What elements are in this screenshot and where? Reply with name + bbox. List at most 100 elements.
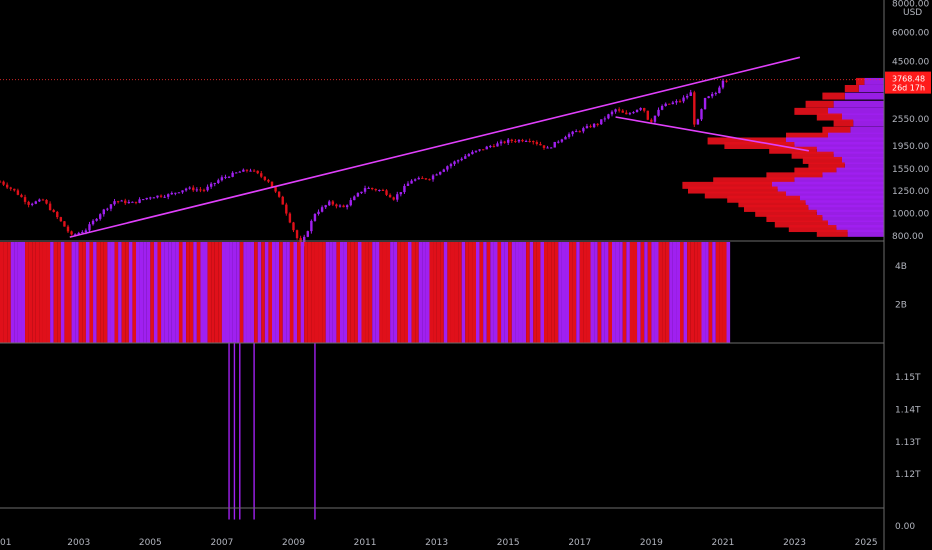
candle-body[interactable] [328,201,331,206]
candle-body[interactable] [249,170,252,172]
candle-body[interactable] [371,187,374,190]
candle-body[interactable] [424,178,428,180]
candle-body[interactable] [288,213,292,223]
trendline[interactable] [615,116,809,152]
candle-body[interactable] [664,103,667,106]
candle-body[interactable] [467,154,471,157]
candle-body[interactable] [256,170,259,174]
candle-body[interactable] [678,101,682,103]
candle-body[interactable] [145,197,148,200]
candle-body[interactable] [403,185,406,193]
candle-body[interactable] [331,201,335,205]
candle-body[interactable] [274,187,277,192]
candle-body[interactable] [48,203,52,211]
candle-body[interactable] [406,183,410,186]
candle-body[interactable] [34,201,37,204]
candle-body[interactable] [56,211,59,218]
candle-body[interactable] [306,231,309,237]
candle-body[interactable] [671,102,675,105]
candle-body[interactable] [392,197,395,200]
candle-body[interactable] [199,189,202,191]
candle-body[interactable] [485,146,488,150]
candle-body[interactable] [195,189,199,191]
candle-body[interactable] [120,200,123,202]
price-pane[interactable] [0,78,884,247]
candle-body[interactable] [41,199,45,201]
candle-body[interactable] [106,208,109,210]
candle-body[interactable] [202,189,206,191]
candle-body[interactable] [481,149,485,151]
candle-body[interactable] [503,141,506,143]
candle-body[interactable] [324,205,327,208]
candle-body[interactable] [700,109,703,120]
candle-body[interactable] [517,139,521,142]
candle-body[interactable] [95,218,98,221]
candle-body[interactable] [99,214,102,219]
candle-body[interactable] [81,232,84,234]
indicator-pane[interactable] [228,343,316,520]
candle-body[interactable] [156,195,159,198]
candle-body[interactable] [528,140,531,142]
candle-body[interactable] [45,199,48,204]
candle-body[interactable] [535,142,539,144]
candle-body[interactable] [410,180,413,184]
candle-body[interactable] [299,238,302,246]
candle-body[interactable] [431,175,435,180]
candle-body[interactable] [342,205,345,208]
candle-body[interactable] [421,177,424,179]
candle-body[interactable] [607,114,610,119]
candle-body[interactable] [567,134,571,137]
candle-body[interactable] [514,140,517,142]
candle-body[interactable] [689,92,692,96]
candle-body[interactable] [295,230,299,239]
candle-body[interactable] [711,94,714,97]
candle-body[interactable] [442,169,445,172]
candle-body[interactable] [267,179,270,182]
candle-body[interactable] [292,222,295,231]
candle-body[interactable] [217,180,220,183]
candle-body[interactable] [428,179,431,181]
candle-body[interactable] [560,139,564,142]
candle-body[interactable] [77,232,80,235]
candle-body[interactable] [435,174,438,176]
candle-body[interactable] [696,119,700,125]
candle-body[interactable] [478,149,481,151]
candle-body[interactable] [367,187,370,189]
candle-body[interactable] [585,126,589,129]
candle-body[interactable] [582,128,585,132]
candle-body[interactable] [617,109,621,111]
candle-body[interactable] [378,189,381,191]
candle-body[interactable] [682,97,685,102]
candle-body[interactable] [338,205,342,207]
candle-body[interactable] [192,187,195,191]
candle-body[interactable] [456,160,460,162]
candle-body[interactable] [413,179,417,181]
candle-body[interactable] [596,123,599,125]
candle-body[interactable] [238,171,241,173]
candle-body[interactable] [59,217,63,222]
candle-body[interactable] [188,187,191,189]
candle-body[interactable] [575,131,578,133]
candle-body[interactable] [73,234,77,236]
volume-pane[interactable] [0,242,731,343]
candle-body[interactable] [131,201,134,203]
candle-body[interactable] [345,205,349,208]
candle-body[interactable] [363,188,367,192]
candle-body[interactable] [335,204,338,207]
candle-body[interactable] [163,196,166,198]
candle-body[interactable] [571,131,574,135]
candle-body[interactable] [263,176,267,180]
candle-body[interactable] [181,190,184,193]
candle-body[interactable] [632,112,635,114]
candle-body[interactable] [124,200,127,204]
candle-body[interactable] [510,139,513,141]
candle-body[interactable] [116,201,120,203]
candle-body[interactable] [600,119,603,125]
candle-body[interactable] [542,145,546,148]
candle-body[interactable] [170,193,173,195]
candle-body[interactable] [650,119,653,122]
candle-body[interactable] [521,139,524,142]
candle-body[interactable] [360,191,363,194]
candle-body[interactable] [653,115,657,122]
candle-body[interactable] [374,189,377,191]
